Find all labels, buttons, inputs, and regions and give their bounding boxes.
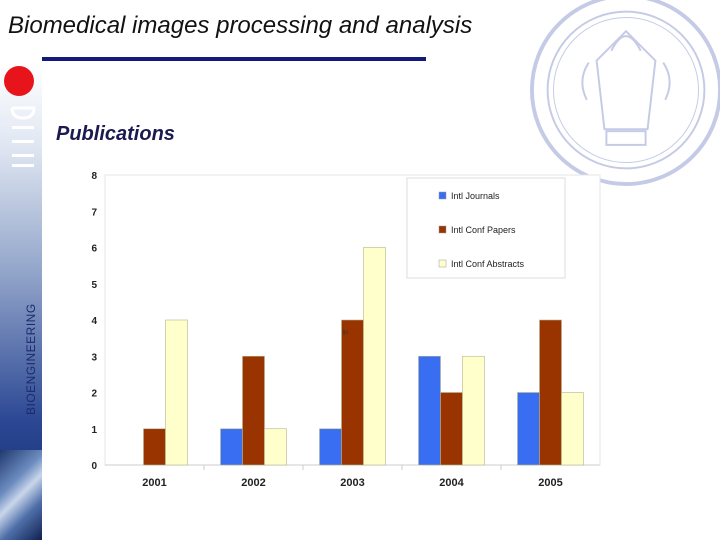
y-tick-label: 0 (91, 461, 97, 472)
bar-intl-journals-2002 (220, 428, 243, 466)
legend-swatch (438, 225, 447, 234)
bar-intl-conf-papers-2003 (341, 319, 364, 466)
legend-entry: Intl Conf Abstracts (451, 259, 525, 269)
bar-intl-journals-2003 (319, 428, 342, 466)
y-tick-label: 7 (91, 207, 97, 218)
bar-intl-conf-papers-2004 (440, 392, 463, 466)
bar-intl-conf-abstracts-2003 (363, 247, 386, 466)
x-tick-label: 2001 (142, 477, 166, 489)
bar-intl-conf-abstracts-2005 (561, 392, 584, 466)
y-tick-label: 4 (91, 316, 97, 327)
section-subtitle: Publications (56, 123, 175, 145)
slide-title: Biomedical images processing and analysi… (8, 12, 473, 39)
legend-box (406, 177, 566, 279)
bar-intl-journals-2004 (418, 355, 441, 466)
legend-entry: Intl Conf Papers (451, 225, 516, 235)
legend-swatch (438, 191, 447, 200)
y-tick-label: 5 (91, 280, 97, 291)
university-seal-icon (529, 0, 720, 187)
chart-annotation: in (343, 330, 349, 337)
y-tick-label: 8 (91, 171, 97, 182)
publications-bar-chart: 0 1 2 3 4 5 6 7 8 2001 2002 2003 2004 2005 Intl Jour… (91, 171, 601, 489)
legend-swatch (438, 259, 447, 268)
university-logo-icon (10, 106, 36, 167)
x-tick-label: 2002 (241, 477, 265, 489)
y-tick-label: 2 (91, 389, 97, 400)
bar-intl-conf-papers-2002 (242, 355, 265, 466)
x-tick-label: 2004 (439, 477, 464, 489)
left-decor-photo (0, 450, 42, 540)
title-rule (42, 57, 426, 61)
red-dot-logo-icon (4, 66, 34, 96)
bar-intl-conf-abstracts-2002 (264, 428, 287, 466)
y-tick-label: 6 (91, 244, 97, 255)
bar-intl-conf-abstracts-2001 (165, 319, 188, 466)
bar-intl-conf-papers-2005 (539, 319, 562, 466)
y-tick-label: 3 (91, 352, 97, 363)
x-tick-label: 2005 (538, 477, 562, 489)
side-label: BIOENGINEERING (24, 303, 38, 415)
y-tick-label: 1 (91, 425, 97, 436)
bar-intl-conf-papers-2001 (143, 428, 166, 466)
x-tick-label: 2003 (340, 477, 364, 489)
bar-intl-conf-abstracts-2004 (462, 355, 485, 466)
bar-intl-journals-2005 (517, 392, 540, 466)
legend-entry: Intl Journals (451, 191, 500, 201)
